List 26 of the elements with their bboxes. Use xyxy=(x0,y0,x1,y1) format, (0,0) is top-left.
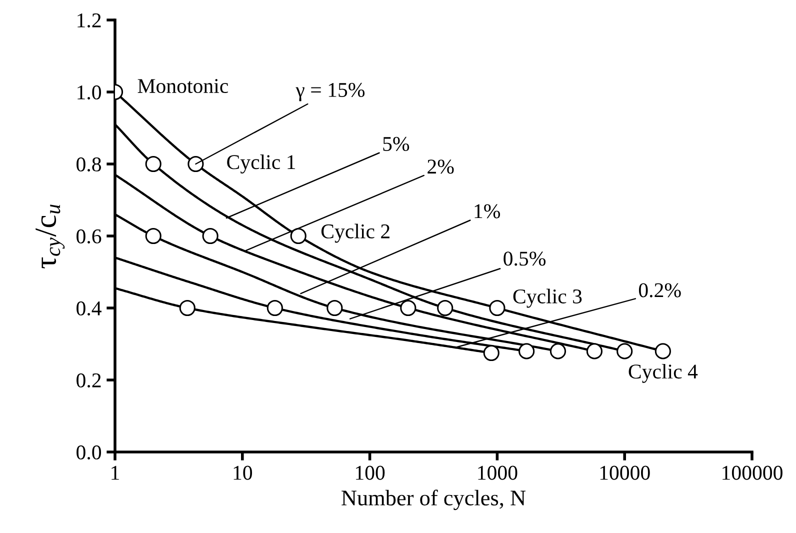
x-tick-label: 10 xyxy=(234,466,252,480)
x-tick-label: 1000 xyxy=(478,466,518,480)
annotation: Cyclic 4 xyxy=(628,364,698,383)
annotation: Cyclic 1 xyxy=(227,154,296,174)
annotation: 5% xyxy=(383,136,410,152)
x-tick-label: 10000 xyxy=(600,466,650,480)
y-tick-label: 0.0 xyxy=(76,445,102,460)
y-tick-label: 0.6 xyxy=(76,229,102,244)
x-axis-title: Number of cycles, N xyxy=(342,490,526,510)
y-tick-label: 1.0 xyxy=(78,85,102,100)
y-tick-label: 1.2 xyxy=(78,13,101,28)
annotation: 2% xyxy=(428,160,454,174)
x-tick-label: 100 xyxy=(356,466,385,480)
annotation: 0.5% xyxy=(504,252,546,266)
x-tick-label: 1 xyxy=(112,466,119,480)
y-tick-label: 0.2 xyxy=(76,373,101,388)
annotation: 1% xyxy=(474,204,500,218)
annotation: 0.2% xyxy=(638,283,681,298)
annotation: Cyclic 2 xyxy=(321,224,390,243)
annotation: Monotonic xyxy=(138,79,228,94)
y-tick-label: 0.4 xyxy=(76,301,102,316)
annotation: γ = 15% xyxy=(296,82,365,102)
y-tick-label: 0.8 xyxy=(76,157,102,172)
y-axis-title: τ$_{cy}$/c$_{u}$ xyxy=(36,204,65,268)
x-tick-label: 100000 xyxy=(722,466,782,480)
annotation: Cyclic 3 xyxy=(513,288,582,308)
